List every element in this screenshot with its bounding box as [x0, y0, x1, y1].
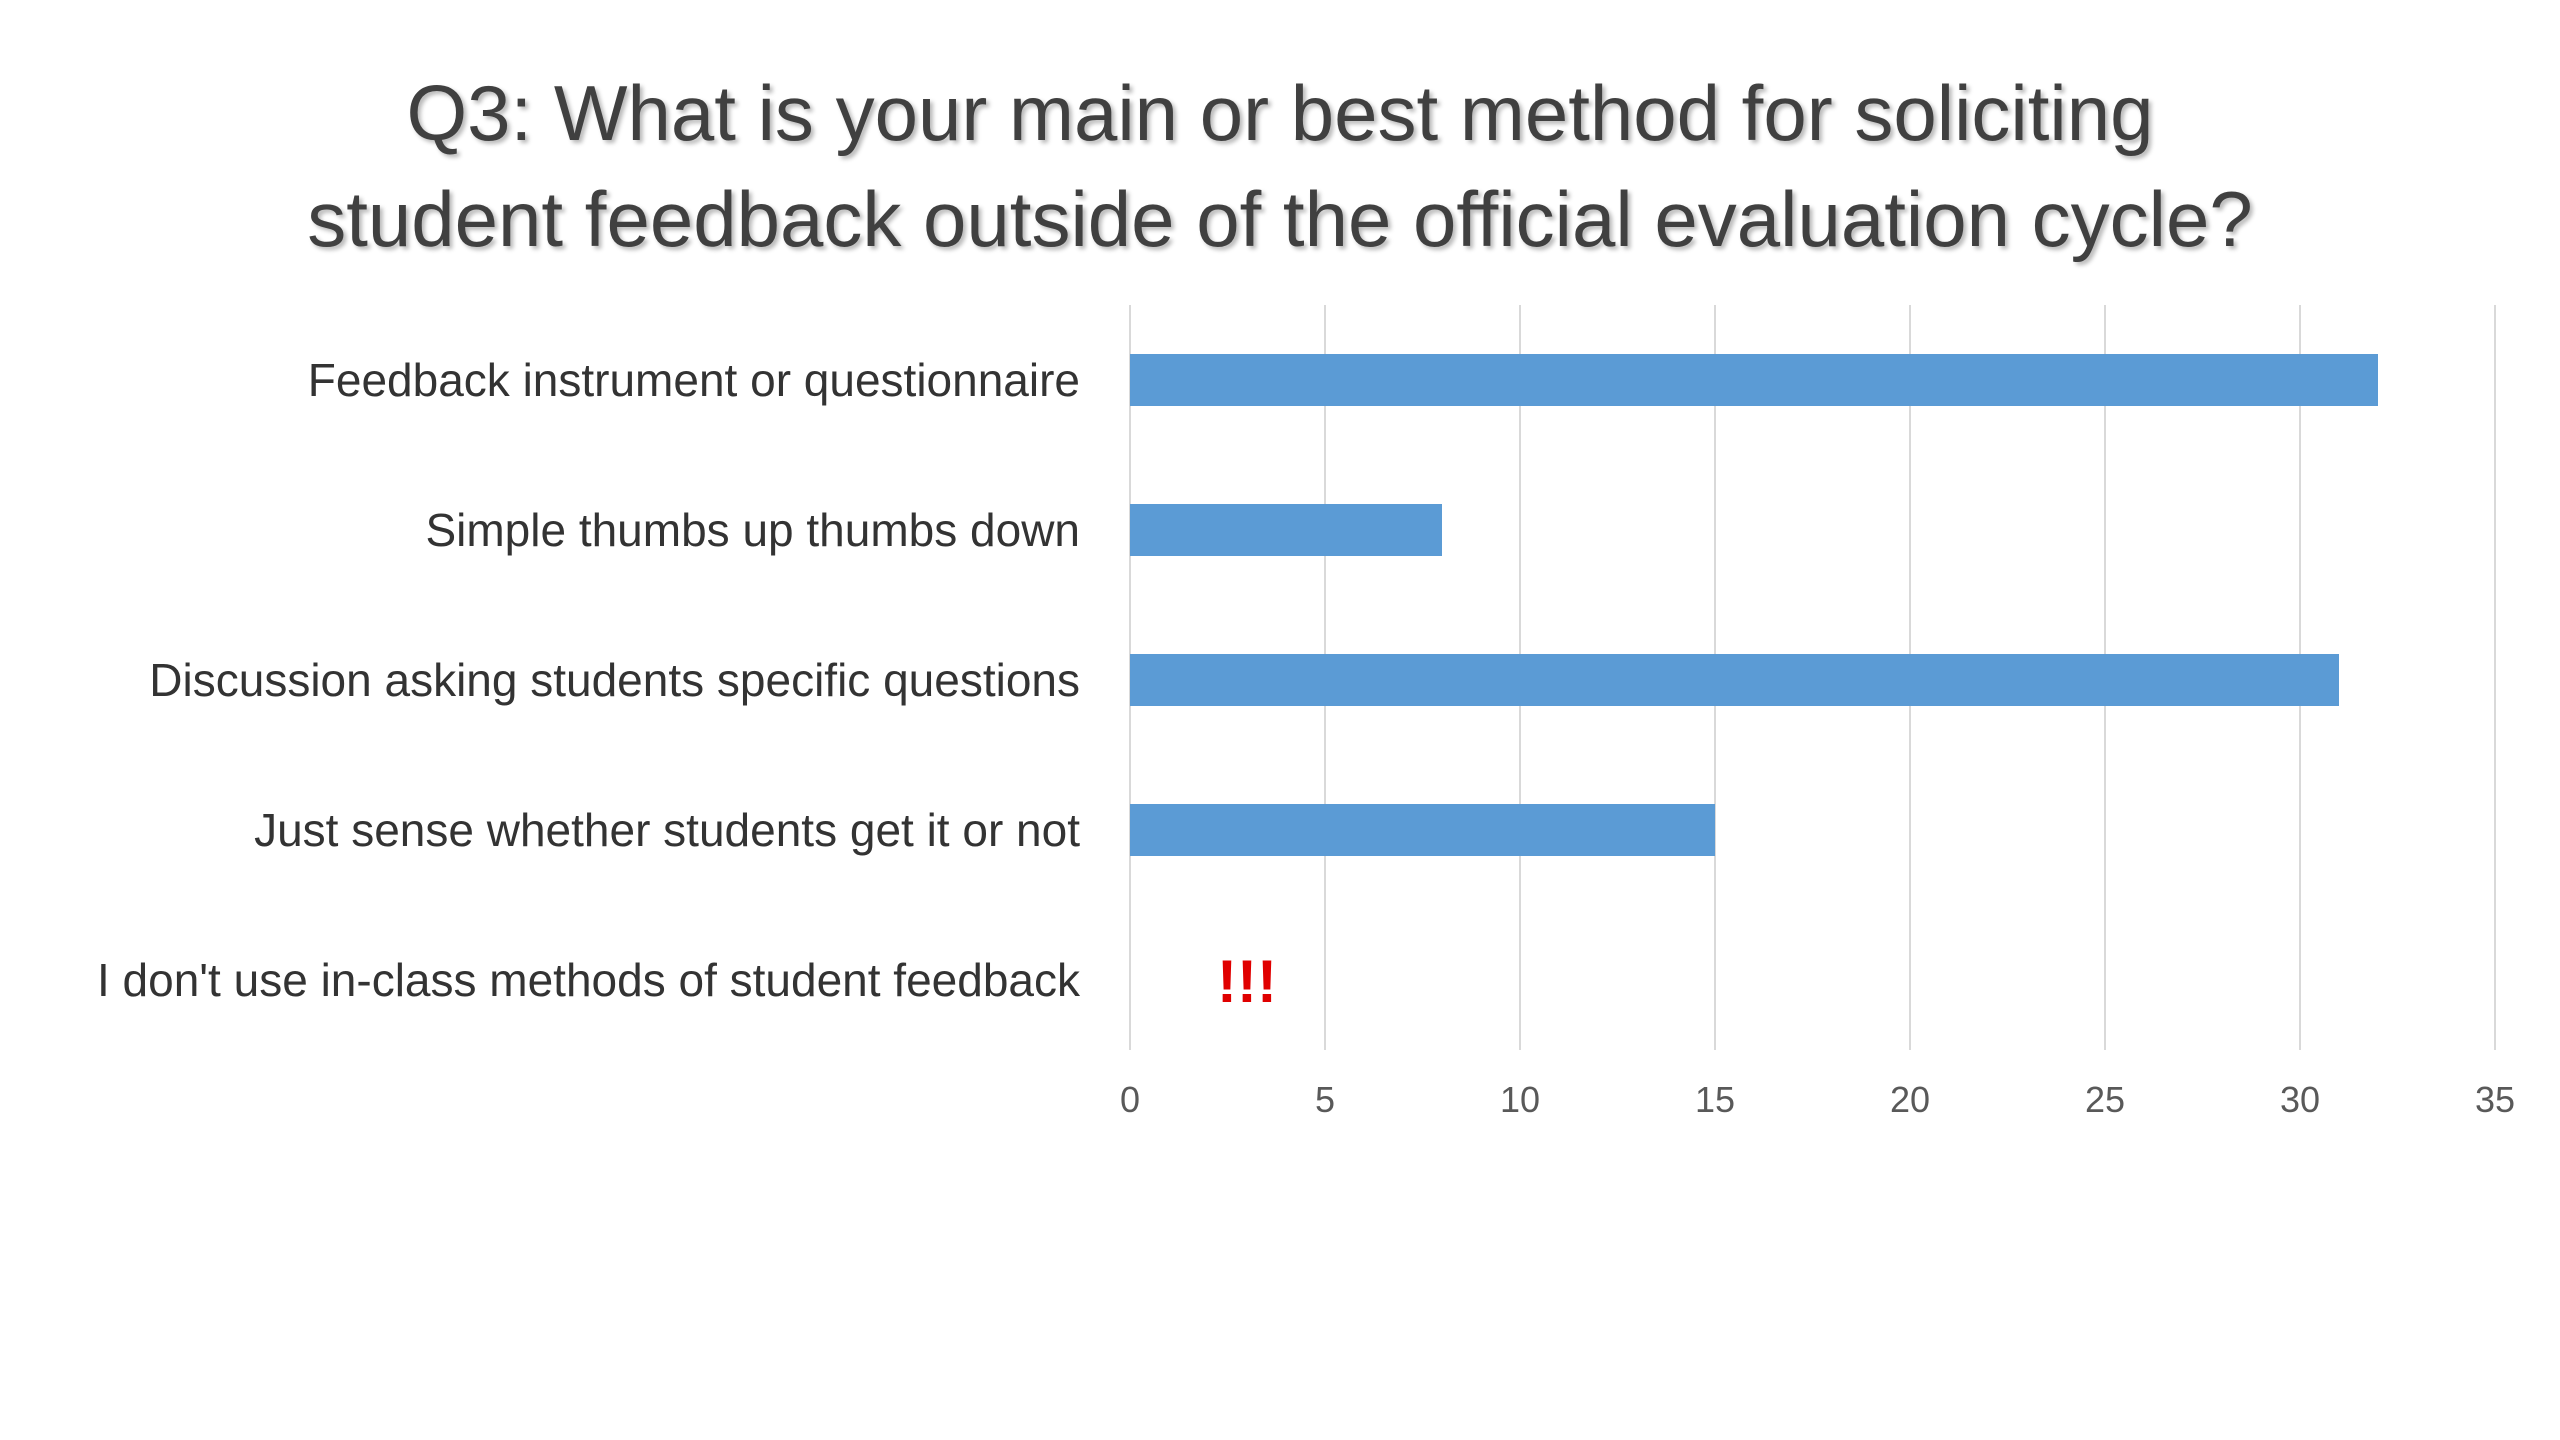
chart-title-line-2: student feedback outside of the official… — [307, 175, 2253, 263]
x-tick-label-35: 35 — [2475, 1079, 2515, 1120]
bar-1 — [1130, 504, 1442, 556]
bar-2 — [1130, 654, 2339, 706]
bars — [1130, 354, 2378, 856]
bar-3 — [1130, 804, 1715, 856]
annotation-exclamation: !!! — [1217, 948, 1277, 1015]
category-label-1: Simple thumbs up thumbs down — [425, 504, 1080, 556]
category-label-4: I don't use in-class methods of student … — [97, 954, 1081, 1006]
chart-title: Q3: What is your main or best method for… — [180, 60, 2380, 272]
x-tick-label-25: 25 — [2085, 1079, 2125, 1120]
category-labels: Feedback instrument or questionnaire Simp… — [97, 354, 1081, 1006]
bar-0 — [1130, 354, 2378, 406]
x-tick-label-0: 0 — [1120, 1079, 1140, 1120]
category-label-3: Just sense whether students get it or no… — [254, 804, 1080, 856]
category-label-2: Discussion asking students specific ques… — [149, 654, 1080, 706]
category-label-0: Feedback instrument or questionnaire — [308, 354, 1080, 406]
x-tick-label-30: 30 — [2280, 1079, 2320, 1120]
x-tick-label-5: 5 — [1315, 1079, 1335, 1120]
x-tick-label-10: 10 — [1500, 1079, 1540, 1120]
x-axis-ticks: 0 5 10 15 20 25 30 35 — [1120, 1079, 2515, 1120]
chart-title-line-1: Q3: What is your main or best method for… — [406, 69, 2154, 157]
x-tick-label-20: 20 — [1890, 1079, 1930, 1120]
x-tick-label-15: 15 — [1695, 1079, 1735, 1120]
annotations: !!! — [1217, 948, 1277, 1015]
